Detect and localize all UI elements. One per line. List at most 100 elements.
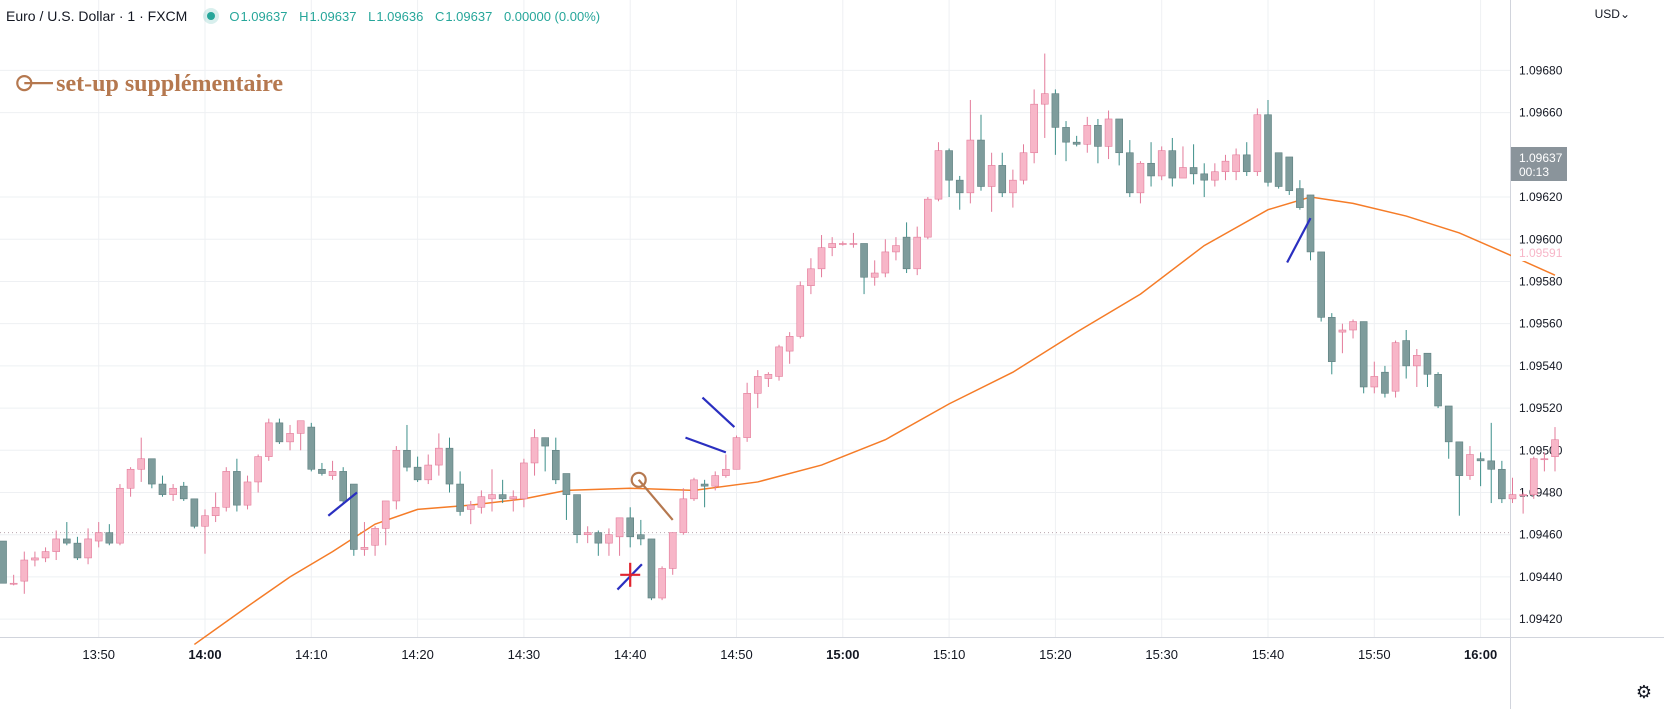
candle-body: [275, 422, 284, 443]
bullish-candle: [435, 433, 443, 476]
time-axis[interactable]: 13:50 14:00 14:10 14:20 14:30 14:40 14:50 15:00…: [82, 647, 1497, 662]
candle-body: [711, 475, 720, 487]
candle-body: [828, 243, 836, 248]
bullish-candle: [615, 517, 624, 556]
bearish-candle: [73, 536, 82, 561]
candle-body: [785, 336, 794, 352]
high-label: H: [299, 8, 309, 24]
bearish-candle: [1306, 194, 1315, 261]
bearish-candle: [1189, 144, 1198, 185]
candle-body: [169, 487, 177, 495]
candle-body: [254, 456, 262, 483]
bullish-candle: [31, 551, 39, 567]
last-price-badge-bg: [1511, 147, 1567, 181]
candle-body: [211, 506, 220, 517]
trend-line-drawing[interactable]: [685, 436, 727, 454]
candle-body: [1253, 114, 1262, 173]
candle-body: [796, 285, 805, 337]
candle-body: [9, 582, 18, 585]
candle-body: [1104, 118, 1113, 147]
trend-line-drawing[interactable]: [701, 396, 736, 428]
bullish-candle: [1040, 53, 1049, 138]
candle-body: [998, 165, 1007, 194]
bullish-candle: [966, 99, 975, 204]
bearish-candle: [1094, 118, 1102, 164]
candle-body: [350, 483, 358, 550]
symbol-header[interactable]: Euro / U.S. Dollar · 1 · FXCM O1.09637 H…: [6, 8, 600, 24]
gear-icon[interactable]: ⚙: [1635, 682, 1652, 702]
ma-price-badge: 1.09591: [1519, 246, 1563, 260]
close-value: 1.09637: [445, 8, 493, 24]
trend-line-drawing[interactable]: [1286, 217, 1312, 263]
candle-body: [0, 540, 7, 584]
bullish-candle: [722, 454, 730, 478]
time-tick-label: 14:20: [401, 647, 434, 662]
candle-body: [626, 517, 635, 538]
candle-body: [743, 393, 751, 438]
time-tick-label: 14:10: [295, 647, 328, 662]
bullish-candle: [1030, 89, 1038, 164]
candle-body: [435, 447, 443, 466]
annotation-label[interactable]: set-up supplémentaire: [56, 71, 283, 97]
candle-body: [318, 468, 326, 474]
bullish-candle: [743, 382, 751, 442]
candle-body: [456, 483, 464, 512]
pin-circle[interactable]: [630, 471, 647, 488]
bullish-candle: [658, 566, 666, 601]
candle-body: [1126, 152, 1134, 194]
bullish-candle: [296, 420, 305, 451]
bullish-candle: [360, 522, 369, 556]
price-tick-label: 1.09680: [1519, 63, 1563, 77]
exchange-label: FXCM: [147, 8, 188, 24]
candle-body: [1296, 188, 1304, 208]
candle-body: [31, 557, 39, 561]
drawings-layer[interactable]: [16, 74, 1312, 591]
bullish-candle: [126, 467, 135, 497]
bullish-candle: [838, 241, 847, 246]
bearish-candle: [1381, 365, 1389, 398]
candle-body: [881, 251, 890, 274]
candle-body: [658, 568, 666, 599]
bullish-candle: [1157, 146, 1166, 181]
low-label: L: [368, 8, 376, 24]
candle-body: [403, 449, 411, 468]
candle-body: [594, 532, 603, 544]
candle-body: [583, 532, 592, 536]
candle-body: [1168, 150, 1177, 179]
bearish-candle: [105, 524, 114, 546]
candle-body: [392, 449, 401, 502]
currency-dropdown[interactable]: USD⌄: [1595, 7, 1630, 21]
candle-body: [1264, 114, 1272, 183]
trend-line-drawing[interactable]: [327, 491, 358, 517]
bullish-candle: [1519, 492, 1527, 514]
candle-body: [1359, 321, 1368, 388]
pin-circle[interactable]: [16, 74, 33, 92]
bullish-candle: [530, 429, 539, 476]
candle-body: [838, 243, 847, 245]
symbol-name[interactable]: Euro / U.S. Dollar: [6, 8, 115, 24]
candle-body: [1211, 171, 1219, 181]
candles-layer: [0, 53, 1559, 601]
bullish-candle: [1413, 348, 1421, 387]
candle-body: [1423, 352, 1432, 375]
bearish-candle: [307, 422, 316, 472]
candle-body: [722, 468, 730, 476]
interval-label[interactable]: 1: [127, 8, 136, 24]
bearish-candle: [998, 152, 1007, 198]
time-tick-label: 15:00: [826, 647, 859, 662]
bullish-candle: [775, 344, 783, 381]
bullish-candle: [211, 492, 220, 523]
bullish-candle: [668, 532, 677, 575]
candle-body: [1529, 458, 1538, 495]
candle-body: [530, 437, 539, 464]
pin-line-drawing[interactable]: [637, 479, 674, 521]
bearish-candle: [445, 437, 454, 493]
candle-body: [1466, 454, 1474, 476]
candle-body: [1391, 342, 1400, 392]
bearish-candle: [626, 507, 635, 548]
candle-body: [222, 471, 231, 508]
candle-body: [955, 179, 964, 194]
price-axis[interactable]: 1.09680 1.09660 1.09620 1.09600 1.09580 1.095…: [1519, 63, 1563, 626]
bearish-candle: [233, 458, 241, 512]
